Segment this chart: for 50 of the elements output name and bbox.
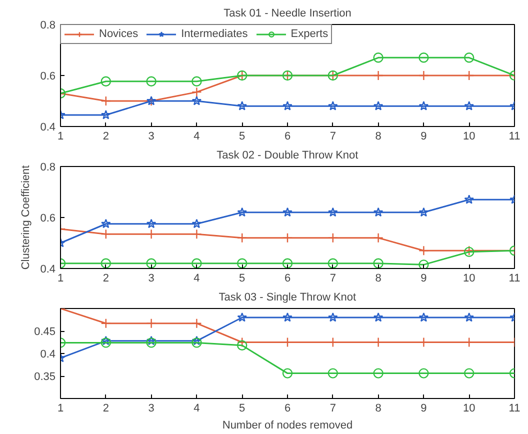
x-tick-label: 1 [57, 402, 64, 414]
chart-title: Task 02 - Double Throw Knot [216, 150, 358, 162]
x-tick-label: 11 [508, 272, 520, 284]
x-tick-label: 10 [462, 272, 476, 284]
x-tick-label: 2 [102, 130, 109, 142]
y-tick-label: 0.35 [34, 371, 56, 383]
x-tick-label: 8 [375, 402, 382, 414]
x-tick-label: 11 [508, 130, 520, 142]
y-tick-label: 0.6 [40, 212, 56, 224]
y-tick-label: 0.45 [34, 326, 56, 338]
x-tick-label: 7 [330, 130, 336, 142]
x-tick-label: 9 [420, 130, 427, 142]
y-tick-label: 0.4 [40, 264, 56, 276]
x-tick-label: 6 [284, 130, 291, 142]
x-tick-label: 3 [148, 272, 154, 284]
x-tick-label: 5 [239, 130, 246, 142]
x-tick-label: 4 [194, 130, 200, 142]
x-tick-label: 6 [284, 272, 291, 284]
chart-title: Task 03 - Single Throw Knot [218, 292, 356, 304]
x-tick-label: 10 [462, 402, 476, 414]
x-tick-label: 4 [194, 402, 200, 414]
y-tick-label: 0.6 [40, 70, 56, 82]
x-tick-label: 1 [57, 272, 64, 284]
x-tick-label: 1 [57, 130, 64, 142]
x-tick-label: 8 [375, 130, 382, 142]
legend-label: Experts [290, 28, 328, 40]
x-tick-label: 9 [420, 272, 427, 284]
legend-label: Novices [99, 28, 138, 40]
y-tick-label: 0.8 [40, 162, 56, 174]
x-tick-label: 7 [330, 402, 336, 414]
y-axis-title: Clustering Coefficient [20, 165, 32, 270]
x-tick-label: 6 [284, 402, 291, 414]
y-tick-label: 0.4 [40, 348, 56, 360]
x-tick-label: 3 [148, 130, 154, 142]
chart-title: Task 01 - Needle Insertion [224, 8, 352, 20]
x-tick-label: 11 [508, 402, 520, 414]
x-tick-label: 2 [102, 402, 109, 414]
x-tick-label: 8 [375, 272, 382, 284]
x-tick-label: 10 [462, 130, 476, 142]
y-tick-label: 0.4 [40, 122, 56, 134]
x-tick-label: 2 [102, 272, 109, 284]
x-tick-label: 5 [239, 402, 246, 414]
x-tick-label: 3 [148, 402, 154, 414]
x-tick-label: 9 [420, 402, 427, 414]
x-tick-label: 7 [330, 272, 336, 284]
x-tick-label: 5 [239, 272, 246, 284]
x-axis-title: Number of nodes removed [222, 420, 353, 432]
y-tick-label: 0.8 [40, 20, 56, 32]
legend-label: Intermediates [181, 28, 248, 40]
x-tick-label: 4 [194, 272, 200, 284]
